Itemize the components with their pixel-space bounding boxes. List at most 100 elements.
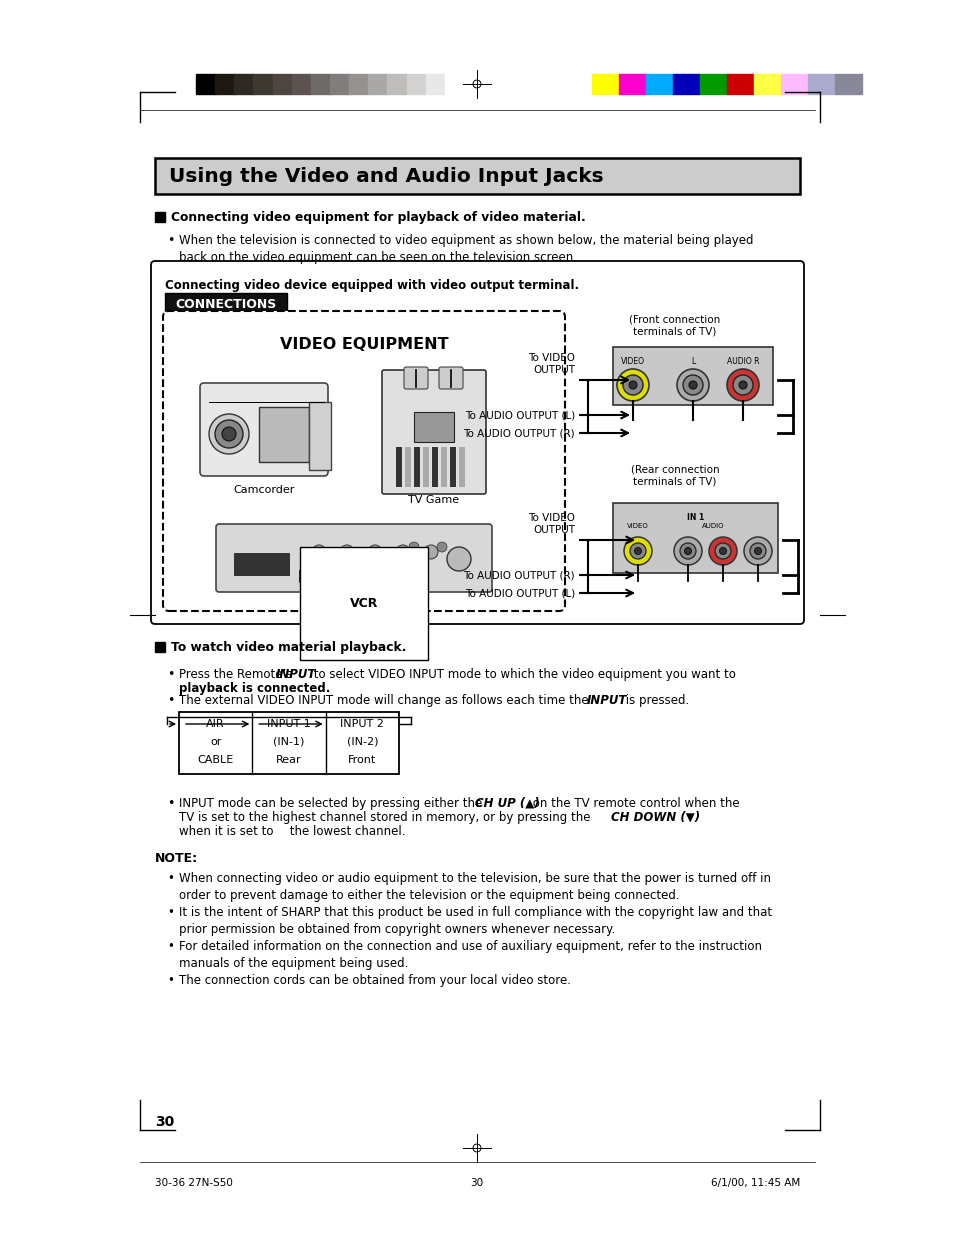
Text: AIR: AIR bbox=[206, 719, 225, 729]
Text: INPUT 1: INPUT 1 bbox=[267, 719, 311, 729]
Text: Using the Video and Audio Input Jacks: Using the Video and Audio Input Jacks bbox=[169, 168, 603, 186]
Text: to select VIDEO INPUT mode to which the video equipment you want to: to select VIDEO INPUT mode to which the … bbox=[310, 668, 735, 680]
Text: CONNECTIONS: CONNECTIONS bbox=[175, 298, 276, 310]
Bar bbox=[195, 74, 215, 94]
Circle shape bbox=[617, 369, 648, 401]
Text: (IN-1): (IN-1) bbox=[273, 737, 304, 747]
Bar bbox=[432, 447, 437, 487]
FancyBboxPatch shape bbox=[381, 370, 485, 494]
Text: (Front connection
terminals of TV): (Front connection terminals of TV) bbox=[629, 315, 720, 337]
Circle shape bbox=[209, 414, 249, 454]
Text: (Rear connection
terminals of TV): (Rear connection terminals of TV) bbox=[630, 466, 719, 487]
Bar bbox=[406, 74, 426, 94]
Bar bbox=[834, 74, 862, 94]
Circle shape bbox=[726, 369, 759, 401]
Bar bbox=[645, 74, 673, 94]
Bar bbox=[253, 74, 273, 94]
Circle shape bbox=[423, 545, 437, 559]
Text: 30: 30 bbox=[470, 1178, 483, 1188]
Circle shape bbox=[634, 547, 640, 555]
Circle shape bbox=[714, 543, 730, 559]
Circle shape bbox=[754, 547, 760, 555]
Circle shape bbox=[628, 382, 637, 389]
Bar bbox=[311, 74, 330, 94]
Bar bbox=[234, 74, 253, 94]
FancyBboxPatch shape bbox=[403, 367, 428, 389]
Circle shape bbox=[339, 545, 354, 559]
Text: •: • bbox=[167, 872, 173, 885]
Text: VIDEO: VIDEO bbox=[620, 357, 644, 366]
FancyBboxPatch shape bbox=[438, 367, 462, 389]
Text: or: or bbox=[210, 737, 221, 747]
Text: TV is set to the highest channel stored in memory, or by pressing the: TV is set to the highest channel stored … bbox=[179, 811, 594, 824]
Text: To AUDIO OUTPUT (L): To AUDIO OUTPUT (L) bbox=[464, 410, 575, 420]
Bar bbox=[807, 74, 835, 94]
FancyBboxPatch shape bbox=[151, 261, 803, 624]
Bar bbox=[458, 447, 464, 487]
Bar bbox=[618, 74, 646, 94]
Text: When connecting video or audio equipment to the television, be sure that the pow: When connecting video or audio equipment… bbox=[179, 872, 770, 902]
Text: For detailed information on the connection and use of auxiliary equipment, refer: For detailed information on the connecti… bbox=[179, 940, 761, 969]
Bar bbox=[592, 74, 618, 94]
Text: Connecting video equipment for playback of video material.: Connecting video equipment for playback … bbox=[171, 210, 585, 224]
Circle shape bbox=[214, 420, 243, 448]
Bar bbox=[387, 74, 407, 94]
Text: AUDIO R: AUDIO R bbox=[726, 357, 759, 366]
Text: •: • bbox=[167, 694, 174, 706]
Text: To watch video material playback.: To watch video material playback. bbox=[171, 641, 406, 653]
Text: •: • bbox=[167, 906, 173, 919]
Text: CABLE: CABLE bbox=[197, 755, 233, 764]
Text: INPUT 2: INPUT 2 bbox=[340, 719, 384, 729]
Text: To VIDEO
OUTPUT: To VIDEO OUTPUT bbox=[527, 353, 575, 375]
Circle shape bbox=[395, 545, 410, 559]
Text: VIDEO: VIDEO bbox=[626, 522, 648, 529]
Text: CH UP (▲): CH UP (▲) bbox=[475, 797, 539, 810]
Text: CH DOWN (▼): CH DOWN (▼) bbox=[610, 811, 700, 824]
Text: 30-36 27N-S50: 30-36 27N-S50 bbox=[154, 1178, 233, 1188]
Text: •: • bbox=[167, 940, 173, 953]
Bar bbox=[395, 447, 401, 487]
FancyBboxPatch shape bbox=[200, 383, 328, 475]
Text: playback is connected.: playback is connected. bbox=[179, 682, 330, 695]
Bar bbox=[444, 74, 464, 94]
Bar bbox=[613, 347, 772, 405]
Bar bbox=[154, 212, 165, 222]
Bar bbox=[258, 408, 309, 462]
Text: The connection cords can be obtained from your local video store.: The connection cords can be obtained fro… bbox=[179, 974, 571, 987]
Bar bbox=[726, 74, 754, 94]
FancyBboxPatch shape bbox=[163, 311, 564, 611]
Text: To AUDIO OUTPUT (L): To AUDIO OUTPUT (L) bbox=[464, 588, 575, 598]
Text: •: • bbox=[167, 233, 174, 247]
Text: •: • bbox=[167, 797, 174, 810]
Text: when it is set to: when it is set to bbox=[179, 825, 274, 839]
Text: is pressed.: is pressed. bbox=[621, 694, 688, 706]
Text: •: • bbox=[167, 974, 173, 987]
Circle shape bbox=[409, 542, 418, 552]
Circle shape bbox=[688, 382, 697, 389]
Circle shape bbox=[436, 542, 447, 552]
Bar bbox=[273, 74, 292, 94]
Circle shape bbox=[447, 547, 471, 571]
Text: •: • bbox=[167, 668, 174, 680]
FancyBboxPatch shape bbox=[215, 524, 492, 592]
Bar bbox=[781, 74, 807, 94]
Circle shape bbox=[623, 537, 651, 564]
Text: on the TV remote control when the: on the TV remote control when the bbox=[529, 797, 739, 810]
Text: 6/1/00, 11:45 AM: 6/1/00, 11:45 AM bbox=[710, 1178, 800, 1188]
Text: (IN-2): (IN-2) bbox=[346, 737, 377, 747]
Bar bbox=[330, 74, 350, 94]
Text: VCR: VCR bbox=[350, 597, 377, 610]
Text: Connecting video device equipped with video output terminal.: Connecting video device equipped with vi… bbox=[165, 279, 578, 291]
Circle shape bbox=[312, 545, 326, 559]
Bar bbox=[405, 447, 411, 487]
Bar bbox=[450, 447, 456, 487]
Text: VIDEO EQUIPMENT: VIDEO EQUIPMENT bbox=[279, 337, 448, 352]
Bar bbox=[154, 158, 800, 194]
Text: NOTE:: NOTE: bbox=[154, 852, 198, 864]
Bar bbox=[154, 642, 165, 652]
Text: the lowest channel.: the lowest channel. bbox=[286, 825, 405, 839]
Text: AUDIO: AUDIO bbox=[701, 522, 723, 529]
Bar bbox=[309, 403, 331, 471]
Bar bbox=[215, 74, 234, 94]
Text: TV Game: TV Game bbox=[408, 495, 459, 505]
